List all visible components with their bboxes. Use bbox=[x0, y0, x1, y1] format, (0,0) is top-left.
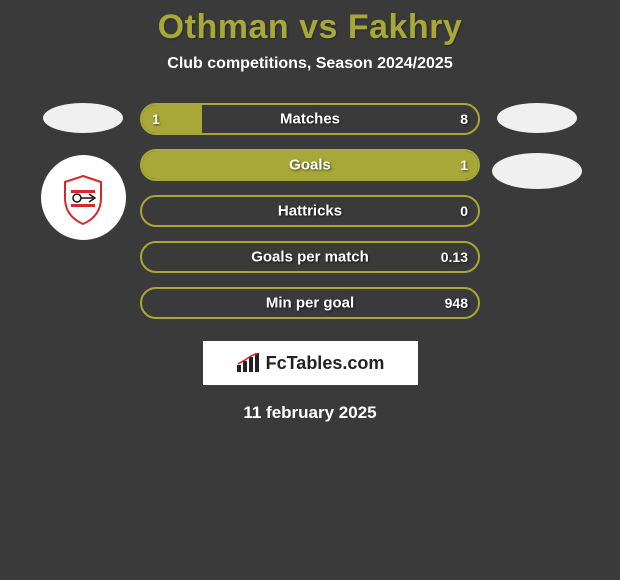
date-text: 11 february 2025 bbox=[0, 403, 620, 423]
stat-label: Matches bbox=[280, 111, 340, 128]
stat-bar: Goals 1 bbox=[140, 149, 480, 181]
stat-right-value: 0 bbox=[460, 203, 468, 219]
stat-right-value: 1 bbox=[460, 157, 468, 173]
stat-bar: Hattricks 0 bbox=[140, 195, 480, 227]
comparison-panel: Othman vs Fakhry Club competitions, Seas… bbox=[0, 0, 620, 580]
player-left-badge bbox=[43, 103, 123, 133]
stat-right-value: 0.13 bbox=[441, 249, 468, 265]
zamalek-logo-icon bbox=[53, 168, 113, 228]
club-right-badge bbox=[492, 153, 582, 189]
stat-left-value: 1 bbox=[152, 111, 160, 127]
fctables-logo: FcTables.com bbox=[203, 341, 418, 385]
stat-bar: 1 Matches 8 bbox=[140, 103, 480, 135]
stat-bar: Min per goal 948 bbox=[140, 287, 480, 319]
stats-bars: 1 Matches 8 Goals 1 Hattricks 0 Goals per match… bbox=[140, 103, 480, 319]
player-right-badge bbox=[497, 103, 577, 133]
stat-label: Goals per match bbox=[251, 249, 369, 266]
stat-label: Goals bbox=[289, 157, 331, 174]
stat-right-value: 948 bbox=[445, 295, 468, 311]
left-column bbox=[38, 103, 128, 240]
club-left-badge bbox=[41, 155, 126, 240]
content-row: 1 Matches 8 Goals 1 Hattricks 0 Goals per match… bbox=[0, 103, 620, 319]
logo-text: FcTables.com bbox=[266, 353, 385, 374]
stat-label: Min per goal bbox=[266, 295, 354, 312]
bar-chart-icon bbox=[236, 353, 260, 373]
stat-right-value: 8 bbox=[460, 111, 468, 127]
stat-label: Hattricks bbox=[278, 203, 342, 220]
page-title: Othman vs Fakhry bbox=[0, 8, 620, 47]
right-column bbox=[492, 103, 582, 189]
page-subtitle: Club competitions, Season 2024/2025 bbox=[0, 55, 620, 73]
stat-bar: Goals per match 0.13 bbox=[140, 241, 480, 273]
